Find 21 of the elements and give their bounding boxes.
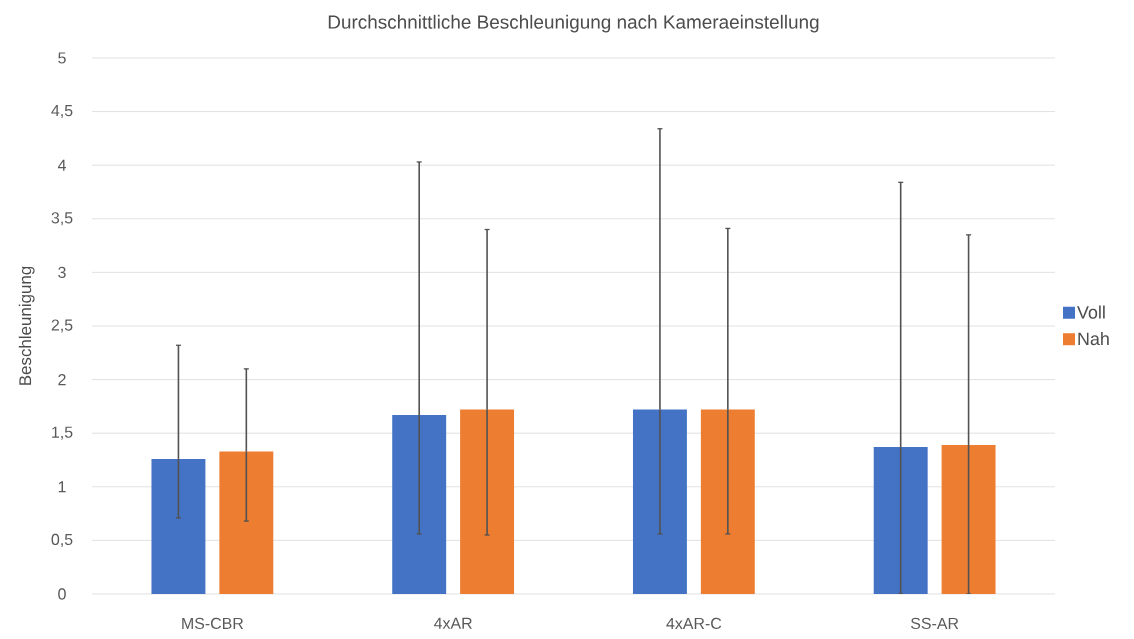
y-tick-label: 0,5 <box>51 533 73 547</box>
bar <box>219 451 274 594</box>
x-tick-label: 4xAR-C <box>666 617 722 630</box>
y-tick-label: 4 <box>57 159 66 171</box>
y-tick-label: 1,5 <box>52 426 73 440</box>
y-axis-title: Beschleunigung <box>18 266 35 385</box>
y-tick-label: 3 <box>58 266 66 279</box>
y-tick-label: 3,5 <box>51 212 73 226</box>
y-tick-label: 5 <box>58 52 66 64</box>
y-tick-label: 4,5 <box>51 105 73 119</box>
x-tick-label: MS-CBR <box>182 617 244 630</box>
bar <box>151 458 206 594</box>
y-tick-label: 2 <box>58 374 66 386</box>
x-tick-label: 4xAR <box>434 617 472 629</box>
y-tick-label: 2,5 <box>51 319 73 333</box>
chart-title: Durchschnittliche Beschleunigung nach Kameraeinstellung <box>328 14 819 33</box>
legend-label: Nah <box>1078 331 1109 346</box>
x-tick-label: SS-AR <box>911 617 959 630</box>
y-tick-label: 1 <box>58 481 66 493</box>
legend-label: Voll <box>1077 305 1105 319</box>
y-tick-label: 0 <box>58 588 66 600</box>
